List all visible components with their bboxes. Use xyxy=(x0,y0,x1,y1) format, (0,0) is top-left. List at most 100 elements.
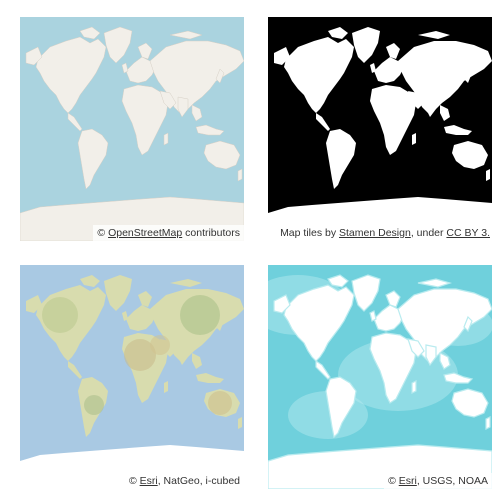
south-america xyxy=(326,129,356,189)
attribution-stamen: Map tiles by Stamen Design, under CC BY … xyxy=(277,225,492,241)
indonesia xyxy=(443,372,474,384)
attribution-prefix: © xyxy=(128,475,140,487)
scandinavia xyxy=(386,43,400,59)
map-tile-openstreetmap[interactable]: © OpenStreetMap contributors xyxy=(20,17,244,241)
uk xyxy=(122,311,128,321)
stamen-design-link[interactable]: Stamen Design xyxy=(339,227,411,239)
relief-patch-3 xyxy=(150,335,170,355)
uk xyxy=(121,62,129,74)
relief-patch-0 xyxy=(42,297,78,333)
southeast-asia xyxy=(439,352,451,370)
siberian-arctic xyxy=(418,31,450,39)
new-zealand xyxy=(238,417,242,429)
africa xyxy=(369,332,417,404)
siberian-arctic xyxy=(417,278,453,288)
attribution-esri-natgeo: © Esri, NatGeo, i-cubed xyxy=(124,473,244,489)
southeast-asia xyxy=(440,105,450,121)
madagascar xyxy=(164,381,168,393)
canadian-arctic xyxy=(79,26,101,40)
madagascar xyxy=(411,380,417,394)
map-tile-esri-ocean[interactable]: © Esri, USGS, NOAA xyxy=(268,265,492,489)
relief-patch-5 xyxy=(208,391,232,415)
japan xyxy=(215,68,225,84)
north-america xyxy=(284,37,354,113)
indonesia xyxy=(196,373,224,383)
australia xyxy=(452,141,488,169)
alaska xyxy=(25,46,43,66)
attribution-suffix: , NatGeo, i-cubed xyxy=(157,475,240,487)
new-zealand xyxy=(486,169,490,181)
madagascar xyxy=(412,133,416,145)
central-america xyxy=(316,113,330,131)
africa xyxy=(121,84,169,156)
canadian-arctic xyxy=(328,27,348,39)
attribution-middle: , under xyxy=(410,227,447,239)
map-tile-esri-natgeo[interactable]: © Esri, NatGeo, i-cubed xyxy=(20,265,244,489)
canadian-arctic xyxy=(327,274,349,288)
australia xyxy=(451,388,489,418)
alaska xyxy=(273,294,291,314)
japan xyxy=(463,315,473,333)
alaska xyxy=(26,295,42,313)
new-zealand xyxy=(485,416,491,430)
scandinavia xyxy=(385,290,401,308)
greenland xyxy=(104,275,132,311)
relief-patch-4 xyxy=(84,395,104,415)
scandinavia xyxy=(138,291,152,307)
southeast-asia xyxy=(192,353,202,369)
new-zealand xyxy=(237,168,243,182)
south-america xyxy=(77,128,109,190)
attribution-prefix: Map tiles by xyxy=(280,227,340,239)
greenland xyxy=(103,26,133,64)
central-america xyxy=(67,112,83,132)
canadian-arctic xyxy=(80,275,100,287)
africa xyxy=(370,85,416,155)
indonesia xyxy=(444,125,472,135)
siberian-arctic xyxy=(170,279,202,287)
arabia xyxy=(408,91,424,109)
siberian-arctic xyxy=(169,30,203,40)
scandinavia xyxy=(137,42,153,60)
esri-link[interactable]: Esri xyxy=(139,475,158,487)
attribution-prefix: © xyxy=(97,227,109,239)
india xyxy=(178,345,188,365)
greenland xyxy=(352,27,380,63)
indonesia xyxy=(195,124,225,136)
relief-patch-2 xyxy=(180,295,220,335)
arabia xyxy=(407,338,425,358)
central-america xyxy=(315,359,331,380)
australia xyxy=(203,140,241,170)
attribution-prefix: © xyxy=(388,475,399,487)
india xyxy=(425,344,437,367)
japan xyxy=(216,317,224,331)
europe xyxy=(126,305,156,331)
uk xyxy=(369,310,377,322)
japan xyxy=(464,69,472,83)
north-america xyxy=(283,284,355,362)
world-map-openstreetmap xyxy=(20,17,244,241)
south-america xyxy=(325,376,357,439)
arabia xyxy=(159,90,177,110)
world-map-esri-ocean xyxy=(268,265,492,489)
attribution-suffix: contributors xyxy=(182,227,240,239)
europe xyxy=(374,57,404,83)
attribution-suffix: , USGS, NOAA xyxy=(416,475,488,487)
attribution-esri-ocean: © Esri, USGS, NOAA xyxy=(384,473,492,489)
world-map-stamen-toner xyxy=(268,17,492,241)
world-map-esri-natgeo xyxy=(20,265,244,489)
openstreetmap-link[interactable]: OpenStreetMap xyxy=(108,227,183,239)
india xyxy=(426,97,436,117)
map-tile-stamen-toner[interactable]: Map tiles by Stamen Design, under CC BY … xyxy=(268,17,492,241)
attribution-openstreetmap: © OpenStreetMap contributors xyxy=(93,225,244,241)
uk xyxy=(370,63,376,73)
asia xyxy=(398,41,492,113)
north-america xyxy=(35,36,107,114)
madagascar xyxy=(163,132,169,146)
india xyxy=(177,96,189,118)
southeast-asia xyxy=(191,104,203,122)
cc-by-link[interactable]: CC BY 3. xyxy=(446,227,490,239)
asia xyxy=(149,40,244,114)
esri-link[interactable]: Esri xyxy=(398,475,417,487)
relief-patch-1 xyxy=(124,339,156,371)
central-america xyxy=(68,361,82,379)
